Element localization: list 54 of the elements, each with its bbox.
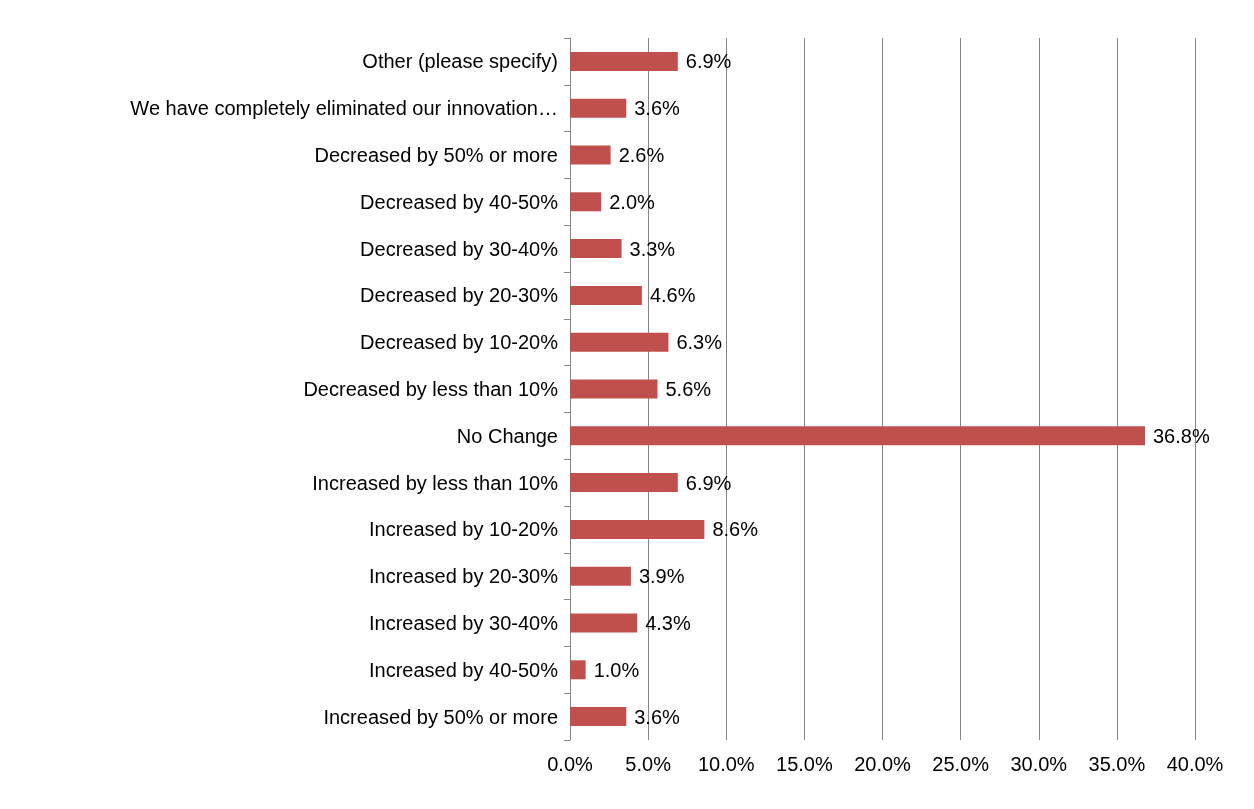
bar: [570, 98, 627, 118]
y-tick-label: Decreased by 50% or more: [314, 144, 558, 166]
data-label: 4.6%: [649, 284, 696, 307]
y-tick-label: Other (please specify): [362, 50, 558, 73]
x-tick-label: 40.0%: [1166, 753, 1224, 775]
bar: [570, 332, 669, 352]
y-tick-label: Decreased by 10-20%: [360, 331, 559, 354]
data-label: 8.6%: [712, 518, 759, 541]
data-label: 3.9%: [638, 565, 685, 588]
y-tick-label: Decreased by less than 10%: [303, 378, 559, 400]
bar: [570, 473, 678, 493]
bar: [570, 707, 627, 727]
bar: [570, 51, 678, 71]
data-label: 2.6%: [618, 144, 665, 166]
data-label: 5.6%: [665, 378, 712, 400]
y-tick-label: Increased by 20-30%: [368, 565, 559, 588]
bar: [570, 145, 611, 165]
data-label: 36.8%: [1153, 424, 1210, 447]
y-tick-label: Increased by 10-20%: [368, 518, 559, 541]
y-tick-label: Increased by 30-40%: [368, 612, 559, 634]
data-label: 1.0%: [593, 658, 640, 681]
y-tick-label: We have completely eliminated our innovation…: [130, 97, 558, 120]
bar: [570, 519, 705, 539]
data-label: 4.3%: [645, 612, 691, 634]
y-tick-label: No Change: [456, 424, 558, 447]
bar: [570, 192, 602, 212]
x-tick-label: 15.0%: [776, 753, 833, 775]
data-label: 3.3%: [629, 237, 676, 260]
x-tick-label: 25.0%: [932, 753, 990, 775]
bar: [570, 660, 586, 680]
bar: [570, 239, 622, 259]
y-tick-label: Decreased by 40-50%: [360, 190, 559, 213]
bar: [570, 379, 658, 399]
data-label: 3.6%: [634, 97, 681, 120]
x-tick-label: 0.0%: [547, 753, 594, 775]
data-label: 2.0%: [609, 190, 656, 213]
bar: [570, 285, 642, 305]
y-tick-label: Decreased by 30-40%: [360, 237, 559, 260]
bar: [570, 426, 1145, 446]
bar: [570, 613, 638, 633]
x-tick-label: 5.0%: [625, 753, 672, 775]
y-tick-label: Increased by 50% or more: [323, 705, 558, 728]
x-tick-label: 30.0%: [1010, 753, 1068, 775]
data-label: 6.3%: [676, 331, 723, 354]
data-label: 3.6%: [634, 705, 681, 728]
bar: [570, 566, 631, 586]
x-tick-label: 20.0%: [854, 753, 912, 775]
data-label: 6.9%: [685, 471, 732, 494]
y-tick-label: Increased by less than 10%: [312, 471, 559, 494]
x-tick-label: 10.0%: [697, 753, 755, 775]
x-tick-label: 35.0%: [1088, 753, 1146, 775]
data-label: 6.9%: [685, 50, 732, 73]
y-tick-label: Increased by 40-50%: [368, 658, 559, 681]
y-tick-label: Decreased by 20-30%: [360, 284, 559, 307]
